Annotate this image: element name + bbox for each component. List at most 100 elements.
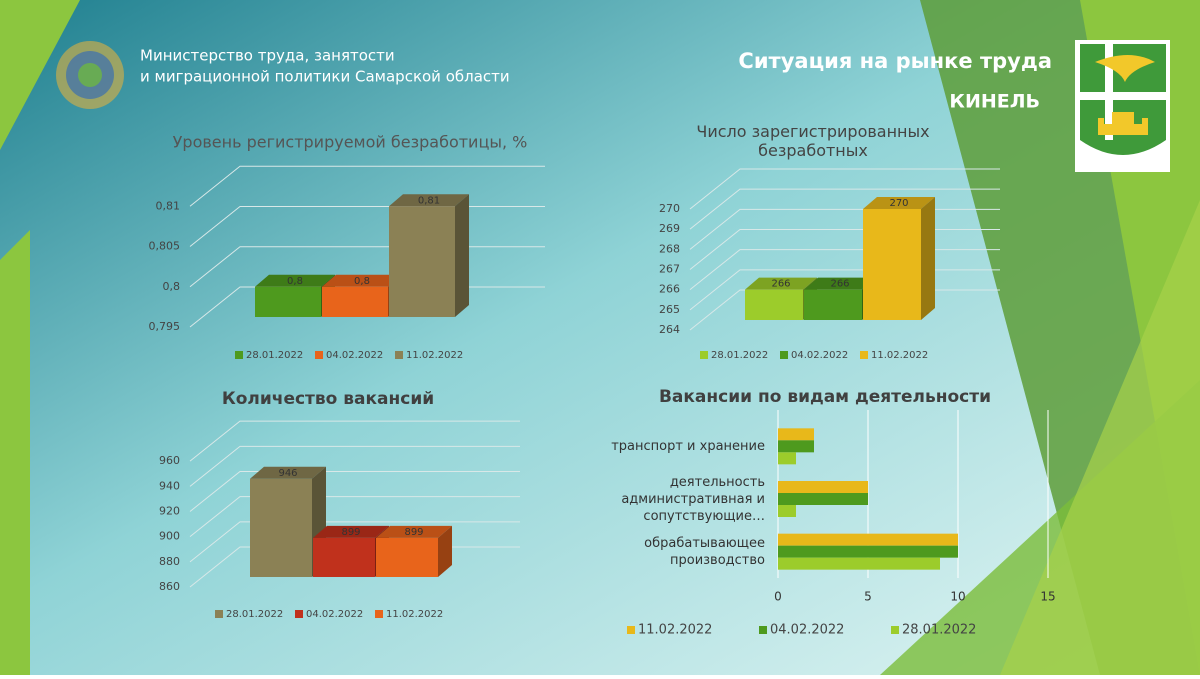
bar	[778, 452, 796, 465]
bar-top	[863, 197, 935, 209]
y-tick-label: 268	[659, 242, 680, 255]
value-label: 266	[771, 279, 790, 290]
legend-label: 11.02.2022	[406, 350, 463, 361]
bar	[778, 440, 814, 453]
legend-swatch	[780, 351, 788, 359]
bar	[778, 545, 958, 558]
legend-label: 28.01.2022	[711, 350, 768, 361]
emblem-bird	[1095, 55, 1155, 82]
category-label-box: транспорт и хранение	[611, 438, 765, 454]
emblem-stripes	[1080, 44, 1166, 140]
bar-top	[255, 274, 335, 287]
y-tick-label: 270	[659, 202, 680, 215]
bar-front	[863, 209, 921, 320]
legend-label: 11.02.2022	[871, 350, 928, 361]
bar	[778, 505, 796, 517]
y-tick-label: 920	[159, 505, 180, 518]
grid-line	[189, 445, 520, 487]
y-tick-label: 0,8	[163, 280, 181, 293]
bar-top	[322, 274, 402, 287]
legend-label: 28.01.2022	[226, 609, 283, 620]
grid-line	[689, 168, 1000, 210]
value-label: 266	[830, 279, 849, 290]
y-tick-label: 0,81	[156, 199, 181, 212]
legend-label: 11.02.2022	[638, 623, 712, 638]
legend-swatch	[295, 610, 303, 618]
bar-side	[455, 194, 469, 317]
value-label: 0,8	[354, 276, 370, 287]
chart-title: Вакансии по видам деятельности	[659, 387, 991, 407]
legend-swatch	[627, 626, 635, 634]
chart-title: Количество вакансий	[222, 389, 434, 409]
logo	[56, 41, 124, 109]
y-tick-label: 0,805	[149, 240, 181, 253]
legend-swatch	[375, 610, 383, 618]
category-label: деятельность административная и сопутств…	[621, 474, 765, 524]
value-label: 899	[341, 527, 360, 538]
bar-side	[921, 197, 935, 320]
legend-swatch	[700, 351, 708, 359]
y-tick-label: 880	[159, 555, 180, 568]
category-label-box: деятельность административная и сопутств…	[621, 474, 765, 524]
legend-swatch	[891, 626, 899, 634]
y-tick-label: 0,795	[149, 320, 181, 333]
legend-swatch	[215, 610, 223, 618]
decor	[1000, 200, 1200, 675]
legend-label: 04.02.2022	[306, 609, 363, 620]
y-tick-label: 266	[659, 283, 680, 296]
bar-front	[322, 286, 388, 317]
grid-line	[689, 188, 1000, 230]
bar-front	[255, 286, 321, 317]
x-tick-label: 5	[864, 590, 872, 604]
y-tick-label: 265	[659, 303, 680, 316]
legend-label: 28.01.2022	[902, 623, 976, 638]
legend-swatch	[315, 351, 323, 359]
bar	[778, 557, 940, 570]
bar-top	[313, 525, 389, 538]
x-tick-label: 10	[950, 590, 965, 604]
x-tick-label: 15	[1040, 590, 1055, 604]
chart-title: Число зарегистрированных безработных	[696, 122, 930, 160]
category-label: обрабатывающее производство	[644, 535, 765, 568]
legend-label: 28.01.2022	[246, 350, 303, 361]
category-label: транспорт и хранение	[611, 438, 765, 454]
bar	[778, 428, 814, 441]
chart-title: Уровень регистрируемой безработицы, %	[173, 133, 528, 152]
grid-line	[189, 496, 520, 538]
bar-top	[250, 466, 326, 479]
city-name: КИНЕЛЬ	[949, 91, 1040, 113]
bar-front	[250, 478, 312, 577]
y-tick-label: 940	[159, 479, 180, 492]
value-label: 0,8	[287, 276, 303, 287]
y-tick-label: 269	[659, 222, 680, 235]
value-label: 0,81	[418, 195, 440, 206]
legend-swatch	[860, 351, 868, 359]
ministry-line: Министерство труда, занятости	[140, 47, 395, 65]
value-label: 270	[889, 198, 908, 209]
y-tick-label: 860	[159, 580, 180, 593]
grid-line	[189, 165, 545, 207]
y-tick-label: 264	[659, 323, 680, 336]
bar-front	[389, 206, 455, 317]
ministry-line: и миграционной политики Самарской област…	[140, 68, 510, 86]
bar-front	[313, 537, 375, 577]
legend-label: 04.02.2022	[791, 350, 848, 361]
legend-swatch	[759, 626, 767, 634]
bar	[376, 525, 452, 577]
grid-line	[189, 420, 520, 462]
coat-of-arms	[1075, 40, 1170, 172]
bar	[778, 533, 958, 546]
slide-title: Ситуация на рынке труда	[738, 49, 1052, 73]
decor	[0, 230, 30, 675]
bar-top	[804, 277, 876, 290]
x-tick-label: 0	[774, 590, 782, 604]
legend-label: 04.02.2022	[326, 350, 383, 361]
bar	[863, 197, 935, 320]
bar-top	[376, 525, 452, 538]
decor	[0, 0, 80, 150]
y-tick-label: 960	[159, 454, 180, 467]
bar	[389, 194, 469, 317]
category-label-box: обрабатывающее производство	[644, 535, 765, 568]
emblem-fort	[1098, 112, 1148, 135]
